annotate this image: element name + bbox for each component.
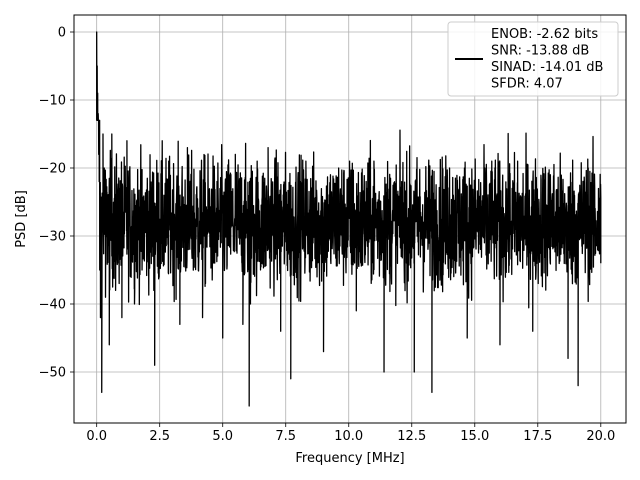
axes-frame xyxy=(73,14,627,424)
legend-line-enob: ENOB: -2.62 bits xyxy=(491,27,598,42)
psd-trace xyxy=(96,31,602,407)
x-tick-label: 0.0 xyxy=(86,429,107,444)
x-axis-ticks: 0.0 2.5 5.0 7.5 10.0 12.5 15.0 17.5 20.0 xyxy=(86,423,615,444)
y-axis-label: PSD [dB] xyxy=(14,190,29,248)
x-tick-label: 17.5 xyxy=(523,429,552,444)
legend-line-sinad: SINAD: -14.01 dB xyxy=(491,60,603,75)
x-tick-label: 7.5 xyxy=(275,429,296,444)
x-axis-label: Frequency [MHz] xyxy=(295,451,404,466)
x-tick-label: 5.0 xyxy=(212,429,233,444)
y-axis-ticks: 0 −10 −20 −30 −40 −50 xyxy=(39,26,74,381)
legend: ENOB: -2.62 bits SNR: -13.88 dB SINAD: -… xyxy=(447,21,619,97)
y-tick-label: −20 xyxy=(39,162,66,177)
x-tick-label: 15.0 xyxy=(460,429,489,444)
legend-line-sfdr: SFDR: 4.07 xyxy=(491,77,563,92)
y-tick-label: −30 xyxy=(39,230,66,245)
x-tick-label: 10.0 xyxy=(334,429,363,444)
y-tick-label: −50 xyxy=(39,366,66,381)
x-tick-label: 12.5 xyxy=(397,429,426,444)
legend-line-snr: SNR: -13.88 dB xyxy=(491,44,589,59)
y-tick-label: 0 xyxy=(58,26,66,41)
y-tick-label: −10 xyxy=(39,94,66,109)
x-tick-label: 2.5 xyxy=(149,429,170,444)
y-tick-label: −40 xyxy=(39,298,66,313)
x-tick-label: 20.0 xyxy=(586,429,615,444)
psd-series-line xyxy=(96,31,602,407)
legend-box xyxy=(447,21,619,97)
